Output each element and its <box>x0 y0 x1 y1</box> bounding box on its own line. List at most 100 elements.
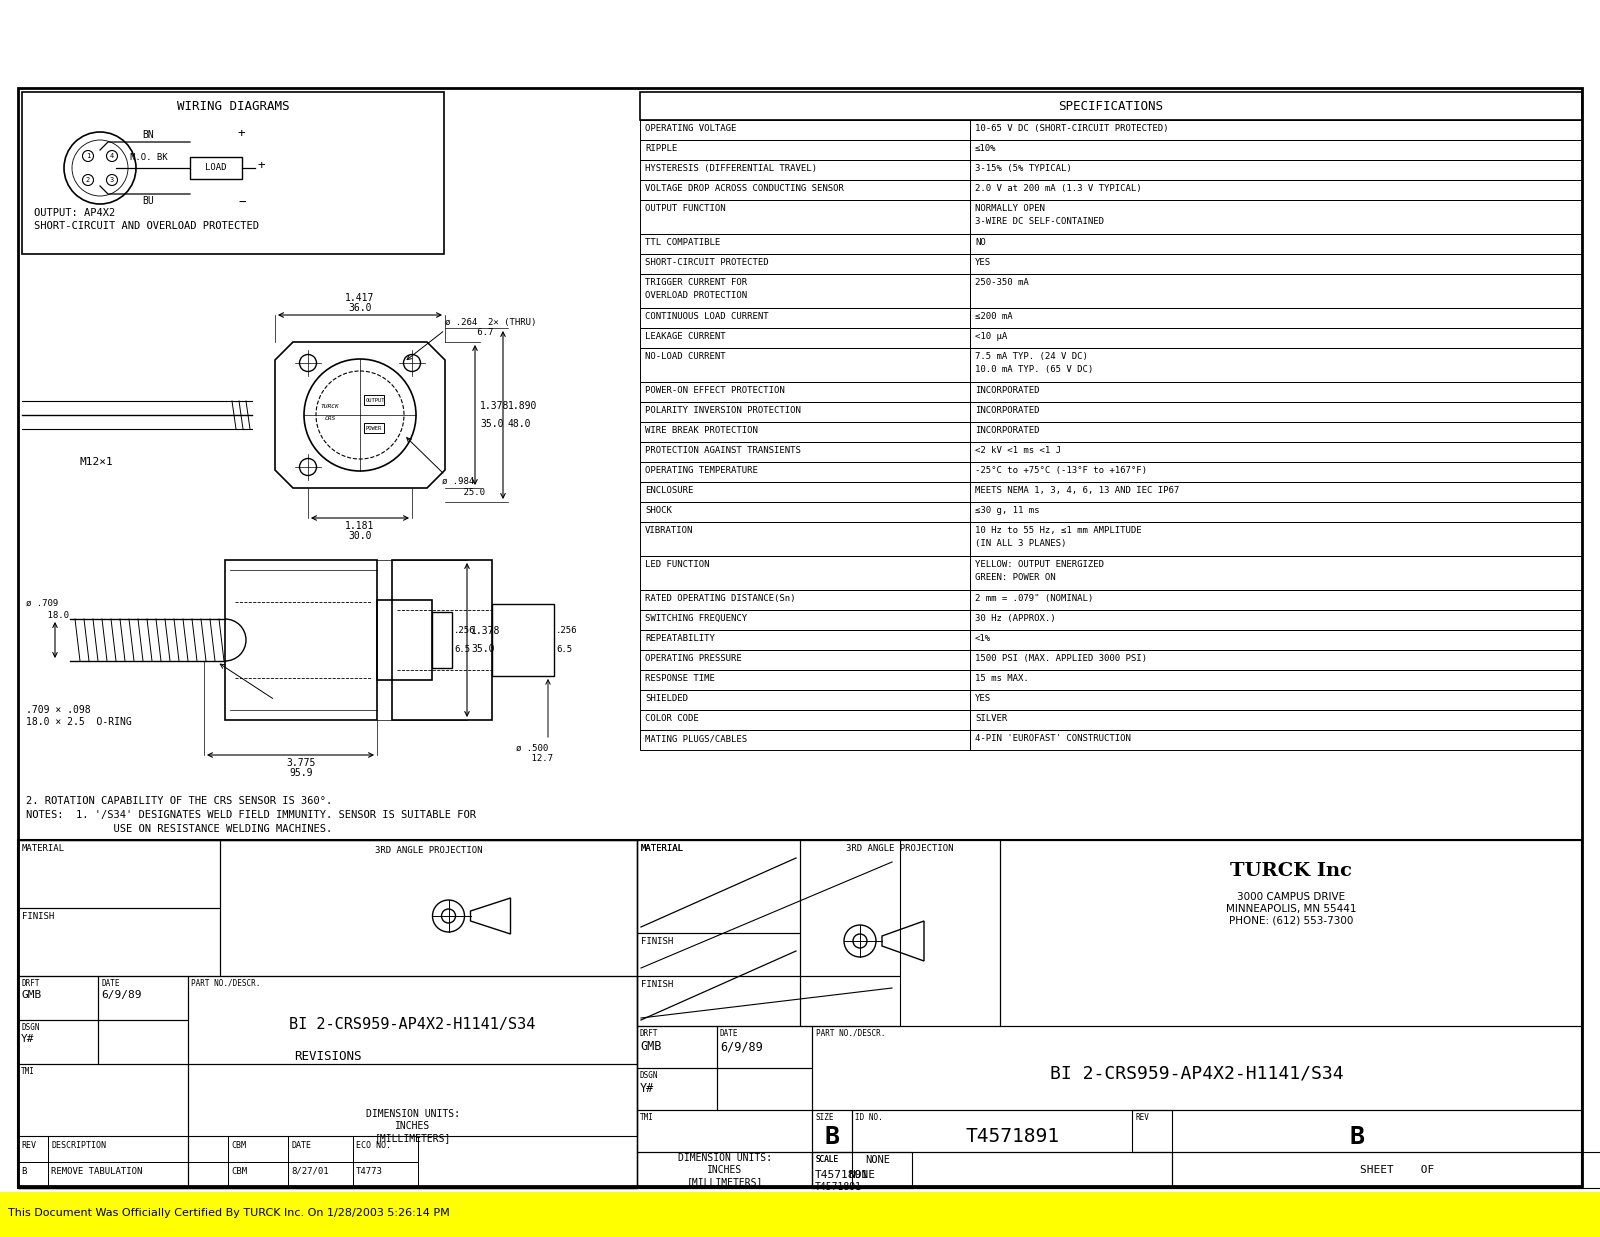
Bar <box>18 1162 48 1188</box>
Text: RATED OPERATING DISTANCE(Sn): RATED OPERATING DISTANCE(Sn) <box>645 594 795 602</box>
Text: 2: 2 <box>86 177 90 183</box>
Bar <box>640 254 970 275</box>
Text: 48.0: 48.0 <box>509 419 531 429</box>
Text: 10-65 V DC (SHORT-CIRCUIT PROTECTED): 10-65 V DC (SHORT-CIRCUIT PROTECTED) <box>974 124 1168 134</box>
Text: MATERIAL: MATERIAL <box>22 844 66 854</box>
Text: OUTPUT FUNCTION: OUTPUT FUNCTION <box>645 204 726 213</box>
Text: REMOVE TABULATION: REMOVE TABULATION <box>51 1166 142 1176</box>
Bar <box>813 1152 1171 1188</box>
Bar <box>640 482 970 502</box>
Text: ≤30 g, 11 ms: ≤30 g, 11 ms <box>974 506 1040 515</box>
Bar <box>637 1025 717 1068</box>
Bar <box>970 328 1582 348</box>
Text: NONE: NONE <box>848 1170 875 1180</box>
Bar <box>970 670 1582 690</box>
Bar <box>970 590 1582 610</box>
Text: ID NO.: ID NO. <box>854 1113 883 1122</box>
Bar <box>640 160 970 181</box>
Text: 6/9/89: 6/9/89 <box>101 990 141 999</box>
Text: 2.0 V at 200 mA (1.3 V TYPICAL): 2.0 V at 200 mA (1.3 V TYPICAL) <box>974 184 1142 193</box>
Text: 4: 4 <box>110 153 114 160</box>
Text: 1.378: 1.378 <box>480 401 509 411</box>
Bar <box>970 382 1582 402</box>
Bar <box>970 690 1582 710</box>
Text: SPECIFICATIONS: SPECIFICATIONS <box>1059 99 1163 113</box>
Text: YELLOW: OUTPUT ENERGIZED: YELLOW: OUTPUT ENERGIZED <box>974 560 1104 569</box>
Text: REV: REV <box>1134 1113 1149 1122</box>
Bar <box>970 555 1582 590</box>
Text: NOTES:  1. '/S34' DESIGNATES WELD FIELD IMMUNITY. SENSOR IS SUITABLE FOR: NOTES: 1. '/S34' DESIGNATES WELD FIELD I… <box>26 810 477 820</box>
Text: TURCK Inc: TURCK Inc <box>1230 862 1352 880</box>
Text: NONE: NONE <box>866 1155 890 1165</box>
Bar <box>18 840 221 908</box>
Bar <box>640 120 970 140</box>
Bar <box>229 1162 288 1188</box>
Text: GMB: GMB <box>21 990 42 999</box>
Bar <box>640 140 970 160</box>
Text: SHIELDED: SHIELDED <box>645 694 688 703</box>
Text: 3: 3 <box>110 177 114 183</box>
Text: SHORT-CIRCUIT AND OVERLOAD PROTECTED: SHORT-CIRCUIT AND OVERLOAD PROTECTED <box>34 221 259 231</box>
Bar <box>970 402 1582 422</box>
Bar <box>717 1068 813 1110</box>
Text: PART NO./DESCR.: PART NO./DESCR. <box>190 978 261 988</box>
Bar <box>18 1136 48 1162</box>
Text: PROTECTION AGAINST TRANSIENTS: PROTECTION AGAINST TRANSIENTS <box>645 447 802 455</box>
Text: 3-WIRE DC SELF-CONTAINED: 3-WIRE DC SELF-CONTAINED <box>974 216 1104 226</box>
Text: 7.5 mA TYP. (24 V DC): 7.5 mA TYP. (24 V DC) <box>974 353 1088 361</box>
Text: DATE: DATE <box>291 1141 310 1150</box>
Text: 3.775: 3.775 <box>286 758 315 768</box>
Text: LEAKAGE CURRENT: LEAKAGE CURRENT <box>645 332 726 341</box>
Text: SCALE: SCALE <box>814 1155 838 1164</box>
Bar <box>640 590 970 610</box>
Text: WIRING DIAGRAMS: WIRING DIAGRAMS <box>176 100 290 113</box>
Text: ø .264  2× (THRU): ø .264 2× (THRU) <box>445 318 536 327</box>
Bar <box>970 275 1582 308</box>
Text: ≤10%: ≤10% <box>974 143 997 153</box>
Bar <box>1171 1152 1600 1188</box>
Text: LOAD: LOAD <box>205 163 227 172</box>
Bar <box>288 1162 354 1188</box>
Text: 250-350 mA: 250-350 mA <box>974 278 1029 287</box>
Bar <box>970 181 1582 200</box>
Bar <box>970 610 1582 630</box>
Text: BI 2-CRS959-AP4X2-H1141/S34: BI 2-CRS959-AP4X2-H1141/S34 <box>290 1017 536 1032</box>
Text: NORMALLY OPEN: NORMALLY OPEN <box>974 204 1045 213</box>
Text: SHORT-CIRCUIT PROTECTED: SHORT-CIRCUIT PROTECTED <box>645 259 768 267</box>
Bar <box>813 1025 1582 1110</box>
Text: BN: BN <box>142 130 154 140</box>
Text: LED FUNCTION: LED FUNCTION <box>645 560 709 569</box>
Bar <box>22 92 445 254</box>
Text: ENCLOSURE: ENCLOSURE <box>645 486 693 495</box>
Bar <box>970 461 1582 482</box>
Text: POWER: POWER <box>366 426 382 430</box>
Text: 15 ms MAX.: 15 ms MAX. <box>974 674 1029 683</box>
Bar <box>717 1025 813 1068</box>
Circle shape <box>107 151 117 162</box>
Bar <box>813 1152 912 1188</box>
Bar <box>640 402 970 422</box>
Text: YES: YES <box>974 694 990 703</box>
Text: MATERIAL: MATERIAL <box>642 844 685 854</box>
Text: 18.0 × 2.5  O-RING: 18.0 × 2.5 O-RING <box>26 717 131 727</box>
Text: 12.7: 12.7 <box>510 755 554 763</box>
Bar <box>98 976 189 1021</box>
Bar <box>190 157 242 179</box>
Text: SHOCK: SHOCK <box>645 506 672 515</box>
Text: BU: BU <box>142 195 154 207</box>
Text: 6.7: 6.7 <box>445 328 493 336</box>
Text: COLOR CODE: COLOR CODE <box>645 714 699 722</box>
Bar <box>800 840 1000 1025</box>
Text: CONTINUOUS LOAD CURRENT: CONTINUOUS LOAD CURRENT <box>645 312 768 320</box>
Text: CBM: CBM <box>230 1141 246 1150</box>
Bar <box>970 730 1582 750</box>
Bar <box>640 275 970 308</box>
Text: 30 Hz (APPROX.): 30 Hz (APPROX.) <box>974 614 1056 623</box>
Bar <box>970 482 1582 502</box>
Bar <box>970 502 1582 522</box>
Circle shape <box>107 174 117 186</box>
Bar <box>970 120 1582 140</box>
Bar <box>378 600 432 680</box>
Bar <box>640 522 970 555</box>
Bar <box>640 92 1582 120</box>
